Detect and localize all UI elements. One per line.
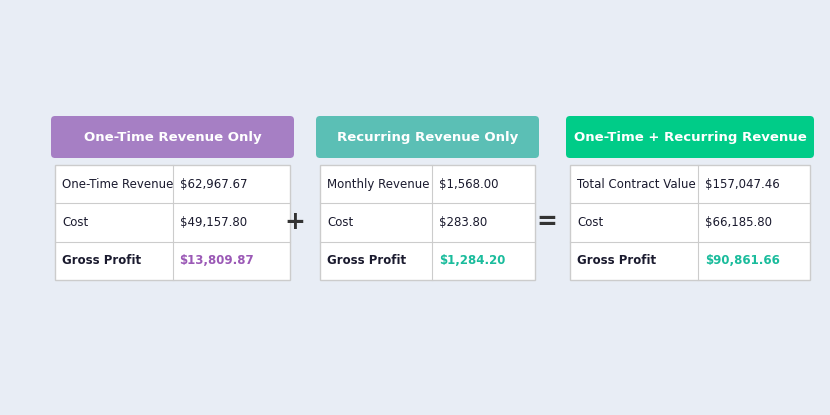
FancyBboxPatch shape	[51, 116, 294, 158]
Text: Cost: Cost	[327, 216, 354, 229]
Text: $1,284.20: $1,284.20	[439, 254, 505, 267]
Text: One-Time Revenue Only: One-Time Revenue Only	[84, 130, 261, 144]
Text: $1,568.00: $1,568.00	[439, 178, 498, 190]
Text: $13,809.87: $13,809.87	[179, 254, 254, 267]
Text: Recurring Revenue Only: Recurring Revenue Only	[337, 130, 518, 144]
FancyBboxPatch shape	[55, 165, 290, 280]
Text: +: +	[285, 210, 305, 234]
Text: $157,047.46: $157,047.46	[706, 178, 780, 190]
Text: $90,861.66: $90,861.66	[706, 254, 780, 267]
Text: $62,967.67: $62,967.67	[179, 178, 247, 190]
Text: $66,185.80: $66,185.80	[706, 216, 773, 229]
Text: Gross Profit: Gross Profit	[577, 254, 657, 267]
Text: =: =	[536, 210, 558, 234]
FancyBboxPatch shape	[320, 165, 535, 280]
FancyBboxPatch shape	[566, 116, 814, 158]
Text: One-Time Revenue: One-Time Revenue	[62, 178, 173, 190]
Text: Monthly Revenue: Monthly Revenue	[327, 178, 429, 190]
Text: Gross Profit: Gross Profit	[327, 254, 406, 267]
Text: $283.80: $283.80	[439, 216, 487, 229]
Text: Cost: Cost	[62, 216, 88, 229]
Text: Gross Profit: Gross Profit	[62, 254, 141, 267]
FancyBboxPatch shape	[570, 165, 810, 280]
Text: One-Time + Recurring Revenue: One-Time + Recurring Revenue	[574, 130, 807, 144]
FancyBboxPatch shape	[316, 116, 539, 158]
Text: $49,157.80: $49,157.80	[179, 216, 247, 229]
Text: Total Contract Value: Total Contract Value	[577, 178, 696, 190]
Text: Cost: Cost	[577, 216, 603, 229]
